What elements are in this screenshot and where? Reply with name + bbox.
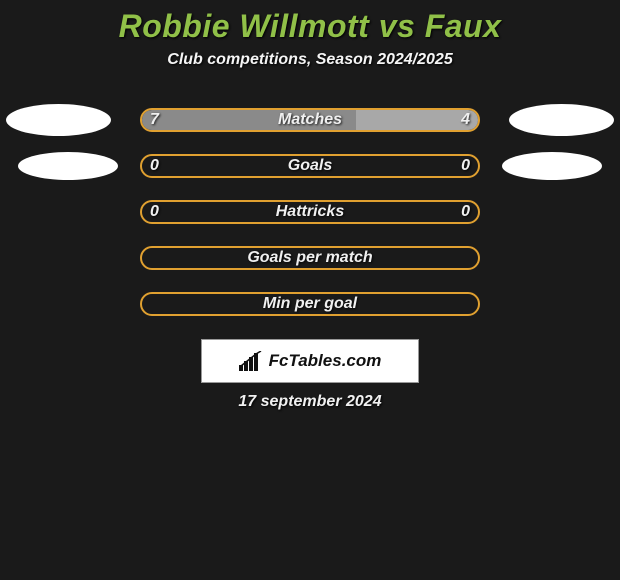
brand-badge: FcTables.com [201, 339, 419, 383]
stat-value-left: 0 [150, 157, 159, 175]
page-title: Robbie Willmott vs Faux [0, 8, 620, 45]
stat-bar-track [140, 200, 480, 224]
stat-rows: Matches74Goals00Hattricks00Goals per mat… [0, 97, 620, 327]
comparison-infographic: Robbie Willmott vs Faux Club competition… [0, 0, 620, 411]
stat-bar-track [140, 246, 480, 270]
brand-bars-icon [239, 351, 265, 371]
date-text: 17 september 2024 [0, 393, 620, 411]
page-subtitle: Club competitions, Season 2024/2025 [0, 51, 620, 69]
stat-bar-left-fill [142, 110, 356, 130]
stat-row: Goals00 [0, 143, 620, 189]
stat-bar-track [140, 108, 480, 132]
stat-value-right: 4 [461, 111, 470, 129]
stat-value-left: 7 [150, 111, 159, 129]
player-avatar-right [509, 104, 614, 136]
stat-bar-track [140, 292, 480, 316]
player-avatar-left [6, 104, 111, 136]
stat-row: Goals per match [0, 235, 620, 281]
stat-value-left: 0 [150, 203, 159, 221]
brand-text: FcTables.com [269, 351, 382, 371]
stat-value-right: 0 [461, 157, 470, 175]
player-avatar-right [502, 152, 602, 180]
stat-row: Min per goal [0, 281, 620, 327]
player-avatar-left [18, 152, 118, 180]
stat-value-right: 0 [461, 203, 470, 221]
stat-row: Matches74 [0, 97, 620, 143]
stat-bar-track [140, 154, 480, 178]
stat-row: Hattricks00 [0, 189, 620, 235]
stat-bar-right-fill [356, 110, 478, 130]
